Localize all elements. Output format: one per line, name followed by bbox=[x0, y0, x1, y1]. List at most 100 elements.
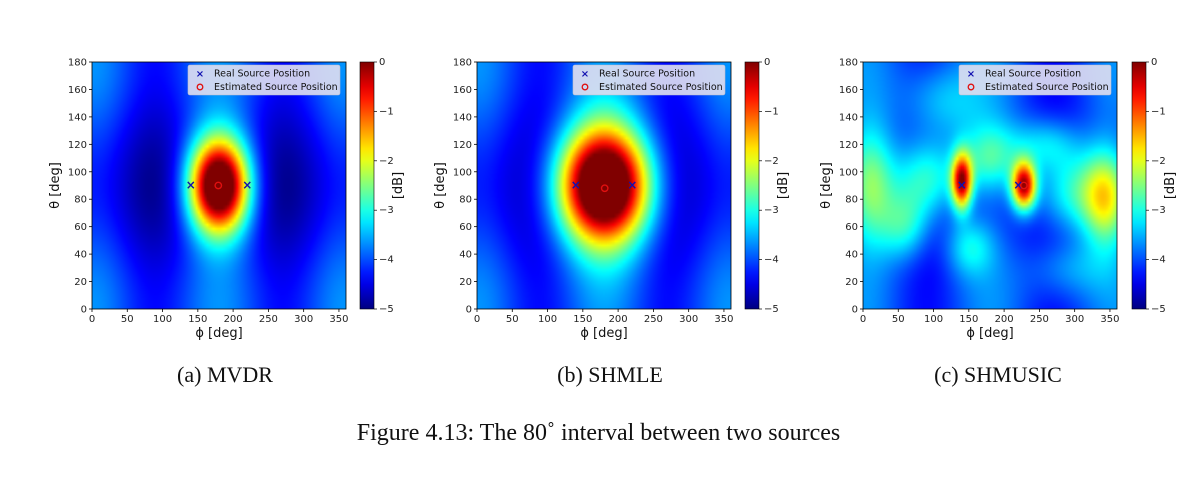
y-axis-label: θ [deg] bbox=[48, 162, 63, 209]
chart-panel-2: 0 50 100 150 200 250 300 350 0 20 40 60 80 100 120 140 1… bbox=[819, 57, 1178, 341]
y-axis-label: θ [deg] bbox=[819, 162, 834, 209]
subplot-caption-c: (c) SHMUSIC bbox=[934, 362, 1062, 387]
legend-box bbox=[572, 64, 726, 96]
colorbar bbox=[744, 61, 760, 310]
heatmap-raster bbox=[92, 62, 346, 309]
x-tick-label: 300 bbox=[1065, 314, 1084, 325]
legend-real-label: Real Source Position bbox=[214, 69, 310, 80]
colorbar-tick-label: −1 bbox=[764, 106, 779, 117]
plot-frame bbox=[476, 61, 732, 310]
legend-box bbox=[187, 64, 341, 96]
y-tick-label: 140 bbox=[453, 112, 472, 123]
colorbar-tick-label: −2 bbox=[764, 156, 779, 167]
x-tick-label: 0 bbox=[89, 314, 95, 325]
y-tick-label: 80 bbox=[459, 195, 472, 206]
estimated-source-marker bbox=[214, 181, 223, 190]
real-source-marker: × bbox=[957, 178, 967, 192]
colorbar-tick-label: −1 bbox=[379, 106, 394, 117]
x-tick-label: 250 bbox=[1030, 314, 1049, 325]
y-tick-label: 40 bbox=[845, 250, 858, 261]
x-tick-label: 100 bbox=[924, 314, 943, 325]
x-tick-label: 100 bbox=[538, 314, 557, 325]
plot-frame bbox=[91, 61, 347, 310]
colorbar bbox=[1131, 61, 1147, 310]
y-tick-label: 0 bbox=[81, 305, 87, 316]
legend-real-marker: × bbox=[581, 69, 589, 80]
colorbar-tick-label: 0 bbox=[1151, 57, 1157, 68]
y-tick-label: 40 bbox=[459, 250, 472, 261]
y-tick-label: 100 bbox=[453, 167, 472, 178]
x-tick-label: 300 bbox=[679, 314, 698, 325]
y-tick-label: 140 bbox=[68, 112, 87, 123]
x-tick-label: 50 bbox=[121, 314, 134, 325]
real-source-marker: × bbox=[571, 178, 581, 192]
legend-real-label: Real Source Position bbox=[599, 69, 695, 80]
y-tick-label: 160 bbox=[453, 85, 472, 96]
real-source-marker: × bbox=[186, 178, 196, 192]
colorbar-tick-label: −3 bbox=[764, 205, 779, 216]
colorbar-tick-label: −2 bbox=[1151, 156, 1166, 167]
plot-frame bbox=[862, 61, 1118, 310]
x-tick-label: 50 bbox=[506, 314, 519, 325]
colorbar-tick-label: −5 bbox=[764, 304, 779, 315]
legend-estimated-label: Estimated Source Position bbox=[599, 82, 723, 93]
colorbar-tick-label: −5 bbox=[379, 304, 394, 315]
x-tick-label: 250 bbox=[259, 314, 278, 325]
y-tick-label: 120 bbox=[68, 140, 87, 151]
x-tick-label: 50 bbox=[892, 314, 905, 325]
real-source-marker: × bbox=[627, 178, 637, 192]
x-tick-label: 0 bbox=[474, 314, 480, 325]
colorbar-tick-label: −3 bbox=[1151, 205, 1166, 216]
legend-real-marker: × bbox=[196, 69, 204, 80]
y-tick-label: 0 bbox=[852, 305, 858, 316]
colorbar-tick-label: −4 bbox=[764, 255, 779, 266]
colorbar-tick-label: −4 bbox=[379, 255, 394, 266]
y-tick-label: 160 bbox=[839, 85, 858, 96]
colorbar-tick-label: −4 bbox=[1151, 255, 1166, 266]
colorbar-label: [dB] bbox=[776, 172, 791, 199]
real-source-marker: × bbox=[1013, 178, 1023, 192]
chart-panel-1: 0 50 100 150 200 250 300 350 0 20 40 60 80 100 120 140 1… bbox=[433, 57, 791, 341]
y-tick-label: 80 bbox=[74, 195, 87, 206]
y-tick-label: 180 bbox=[453, 58, 472, 69]
y-tick-label: 180 bbox=[68, 58, 87, 69]
y-tick-label: 160 bbox=[68, 85, 87, 96]
x-tick-label: 100 bbox=[153, 314, 172, 325]
legend-estimated-label: Estimated Source Position bbox=[985, 82, 1109, 93]
figure-caption: Figure 4.13: The 80˚ interval between tw… bbox=[356, 420, 841, 446]
legend-estimated-marker bbox=[581, 83, 589, 91]
y-tick-label: 20 bbox=[845, 277, 858, 288]
x-tick-label: 350 bbox=[329, 314, 348, 325]
colorbar-label: [dB] bbox=[1163, 172, 1178, 199]
legend-box bbox=[958, 64, 1112, 96]
y-tick-label: 140 bbox=[839, 112, 858, 123]
x-tick-label: 150 bbox=[188, 314, 207, 325]
colorbar bbox=[359, 61, 375, 310]
estimated-source-marker bbox=[600, 184, 609, 193]
colorbar-tick-label: −5 bbox=[1151, 304, 1166, 315]
y-tick-label: 60 bbox=[74, 222, 87, 233]
heatmap-raster bbox=[863, 62, 1117, 309]
subplot-caption-a: (a) MVDR bbox=[177, 362, 273, 387]
y-tick-label: 180 bbox=[839, 58, 858, 69]
y-axis-label: θ [deg] bbox=[433, 162, 448, 209]
colorbar-tick-label: −2 bbox=[379, 156, 394, 167]
y-tick-label: 20 bbox=[459, 277, 472, 288]
x-axis-label: ϕ [deg] bbox=[195, 326, 242, 341]
y-tick-label: 60 bbox=[459, 222, 472, 233]
y-tick-label: 120 bbox=[839, 140, 858, 151]
y-tick-label: 120 bbox=[453, 140, 472, 151]
legend-estimated-marker bbox=[196, 83, 204, 91]
x-tick-label: 150 bbox=[573, 314, 592, 325]
x-tick-label: 200 bbox=[609, 314, 628, 325]
legend-estimated-label: Estimated Source Position bbox=[214, 82, 338, 93]
x-tick-label: 0 bbox=[860, 314, 866, 325]
estimated-source-marker bbox=[1019, 181, 1028, 190]
x-tick-label: 350 bbox=[714, 314, 733, 325]
legend-real-label: Real Source Position bbox=[985, 69, 1081, 80]
y-tick-label: 100 bbox=[839, 167, 858, 178]
chart-panel-0: 0 50 100 150 200 250 300 350 0 20 40 60 80 100 120 140 1… bbox=[48, 57, 406, 341]
x-axis-label: ϕ [deg] bbox=[580, 326, 627, 341]
x-tick-label: 200 bbox=[224, 314, 243, 325]
